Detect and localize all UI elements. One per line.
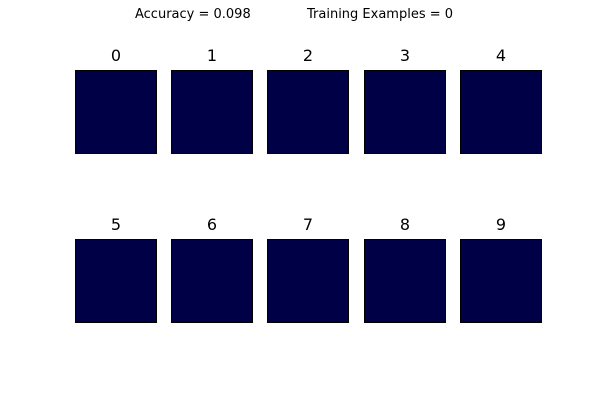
panel-title: 1 — [206, 46, 218, 65]
panel-title: 7 — [302, 215, 314, 234]
weight-image — [171, 239, 253, 323]
panel-title: 4 — [495, 46, 507, 65]
weight-image — [364, 70, 446, 154]
weight-image — [460, 70, 542, 154]
training-examples-label: Training Examples = 0 — [307, 7, 454, 22]
figure-suptitle: Accuracy = 0.098 Training Examples = 0 — [0, 6, 600, 24]
accuracy-label: Accuracy = 0.098 — [135, 7, 251, 22]
panel-title: 2 — [302, 46, 314, 65]
weight-image — [364, 239, 446, 323]
weight-image — [267, 239, 349, 323]
weight-image — [267, 70, 349, 154]
weight-image — [75, 239, 157, 323]
panel-title: 3 — [399, 46, 411, 65]
weight-image — [460, 239, 542, 323]
panel-title: 8 — [399, 215, 411, 234]
weight-image — [75, 70, 157, 154]
panel-title: 5 — [110, 215, 122, 234]
panel-title: 9 — [495, 215, 507, 234]
panel-title: 6 — [206, 215, 218, 234]
weight-image — [171, 70, 253, 154]
panel-title: 0 — [110, 46, 122, 65]
